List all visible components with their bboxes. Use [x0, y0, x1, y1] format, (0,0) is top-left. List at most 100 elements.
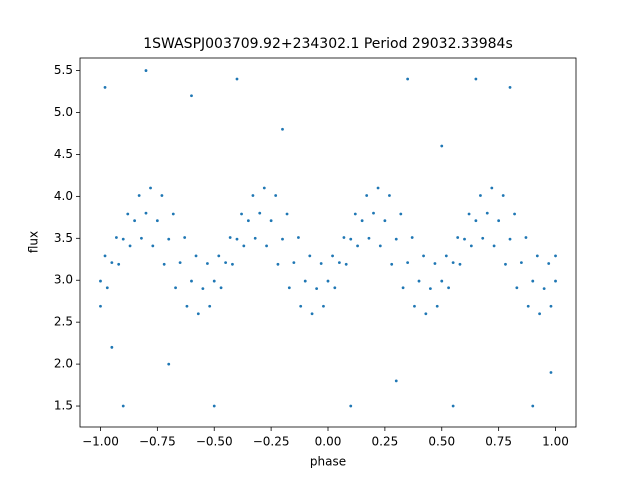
data-point [149, 186, 152, 190]
data-point [196, 312, 200, 316]
data-point [440, 279, 444, 283]
data-point [212, 404, 216, 408]
data-point [474, 77, 478, 81]
data-point [212, 279, 216, 283]
data-point [299, 304, 303, 308]
data-point [383, 219, 387, 223]
x-tick-label: −0.75 [139, 435, 176, 449]
data-point [246, 219, 250, 223]
data-point [287, 286, 291, 290]
data-point [167, 237, 171, 241]
data-point [155, 219, 159, 223]
y-tick-label: 4.5 [54, 147, 73, 161]
data-point [103, 85, 107, 89]
data-point [103, 254, 107, 258]
data-point [297, 236, 300, 239]
y-axis-label: flux [27, 231, 41, 253]
data-point [194, 254, 198, 258]
data-point [485, 211, 489, 215]
data-point [235, 237, 239, 241]
data-point [171, 212, 175, 216]
data-point [117, 262, 121, 266]
data-point [554, 279, 557, 283]
points [99, 69, 557, 408]
data-point [151, 244, 155, 248]
data-point [410, 236, 414, 239]
data-point [190, 94, 193, 98]
data-point [394, 237, 398, 241]
data-point [388, 194, 391, 197]
y-tick-label: 2.0 [54, 357, 73, 371]
data-point [322, 304, 325, 308]
data-point [262, 186, 266, 190]
data-point [183, 236, 187, 239]
data-point [333, 286, 337, 290]
data-point [217, 254, 221, 258]
data-point [440, 144, 444, 148]
data-point [285, 212, 289, 216]
data-point [378, 244, 382, 248]
data-point [406, 77, 410, 81]
x-tick-label: −0.50 [196, 435, 233, 449]
data-point [508, 237, 512, 241]
data-point [356, 244, 359, 248]
data-point [133, 219, 137, 223]
data-point [276, 262, 280, 266]
y-tick-label: 5.0 [54, 105, 73, 119]
data-point [144, 69, 148, 72]
data-point [331, 254, 334, 258]
data-point [115, 236, 118, 239]
data-point [428, 287, 432, 291]
data-point [463, 237, 466, 241]
data-point [228, 236, 232, 239]
data-point [424, 312, 428, 316]
data-point [372, 211, 375, 215]
data-point [99, 304, 102, 308]
data-point [542, 287, 546, 291]
data-point [140, 236, 143, 240]
data-point [201, 287, 205, 291]
data-point [303, 279, 307, 283]
y-tick-label: 3.5 [54, 231, 73, 245]
data-point [456, 236, 460, 239]
data-point [531, 404, 535, 408]
x-axis-label: phase [310, 455, 346, 469]
data-point [219, 286, 223, 290]
data-point [554, 254, 557, 258]
data-point [501, 194, 505, 197]
data-point [258, 211, 262, 215]
data-point [549, 371, 553, 374]
data-point [310, 312, 314, 316]
data-point [337, 261, 341, 265]
data-point [281, 127, 284, 131]
data-point [413, 304, 416, 308]
data-point [422, 254, 425, 258]
data-point [110, 261, 114, 265]
data-point [474, 219, 478, 223]
x-tick-label: 0.25 [372, 435, 399, 449]
data-point [399, 212, 403, 216]
data-point [308, 254, 312, 258]
data-point [224, 261, 228, 265]
data-point [342, 236, 346, 239]
x-tick-label: 0.00 [315, 435, 342, 449]
data-point [526, 304, 530, 308]
data-point [451, 404, 455, 408]
data-point [538, 312, 541, 316]
data-point [235, 77, 239, 81]
data-point [281, 237, 284, 241]
data-point [162, 262, 166, 266]
data-point [206, 262, 209, 265]
data-point [253, 236, 257, 240]
data-point [319, 262, 323, 265]
data-point [353, 212, 357, 216]
data-point [231, 262, 234, 266]
data-point [349, 237, 353, 241]
y-tick-label: 3.0 [54, 273, 73, 287]
data-point [504, 262, 507, 266]
data-point [137, 194, 141, 197]
y-tick-label: 2.5 [54, 315, 73, 329]
y-tick-label: 5.5 [54, 63, 73, 77]
x-tick-label: −0.25 [253, 435, 290, 449]
data-point [376, 186, 380, 190]
